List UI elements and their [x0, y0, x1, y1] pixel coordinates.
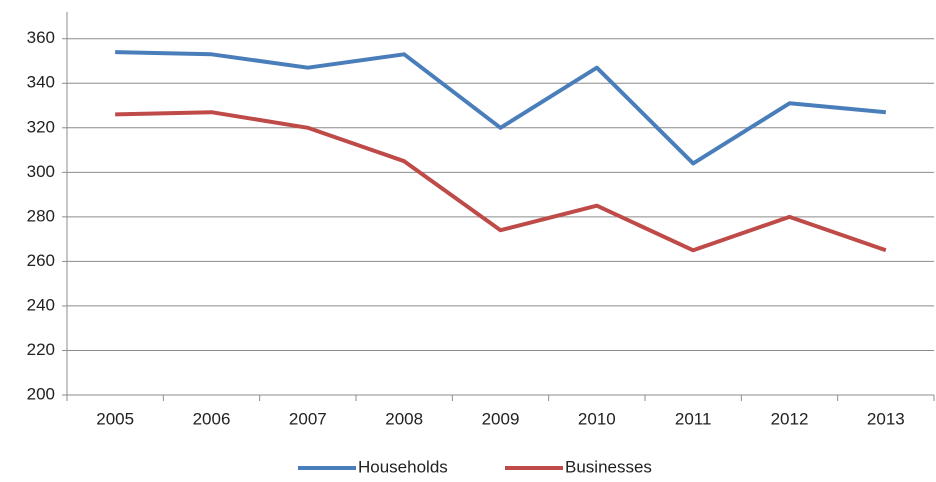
y-tick-label: 360 — [27, 28, 55, 47]
y-tick-label: 220 — [27, 340, 55, 359]
y-tick-label: 240 — [27, 295, 55, 314]
x-tick-label: 2005 — [96, 409, 134, 428]
series-line — [115, 110, 887, 253]
y-tick-label: 260 — [27, 251, 55, 270]
x-tick-label: 2008 — [385, 409, 423, 428]
y-tick-label: 320 — [27, 117, 55, 136]
x-tick-label: 2009 — [482, 409, 520, 428]
legend-label: Businesses — [565, 457, 652, 476]
x-tick-label: 2006 — [193, 409, 231, 428]
series-line — [115, 50, 887, 166]
y-tick-label: 340 — [27, 73, 55, 92]
y-tick-label: 200 — [27, 384, 55, 403]
x-tick-label: 2011 — [675, 409, 712, 428]
y-tick-label: 300 — [27, 162, 55, 181]
x-tick-label: 2013 — [867, 409, 905, 428]
x-tick-label: 2007 — [289, 409, 327, 428]
legend-label: Households — [358, 457, 448, 476]
x-tick-label: 2012 — [771, 409, 809, 428]
x-tick-label: 2010 — [578, 409, 616, 428]
y-tick-label: 280 — [27, 206, 55, 225]
